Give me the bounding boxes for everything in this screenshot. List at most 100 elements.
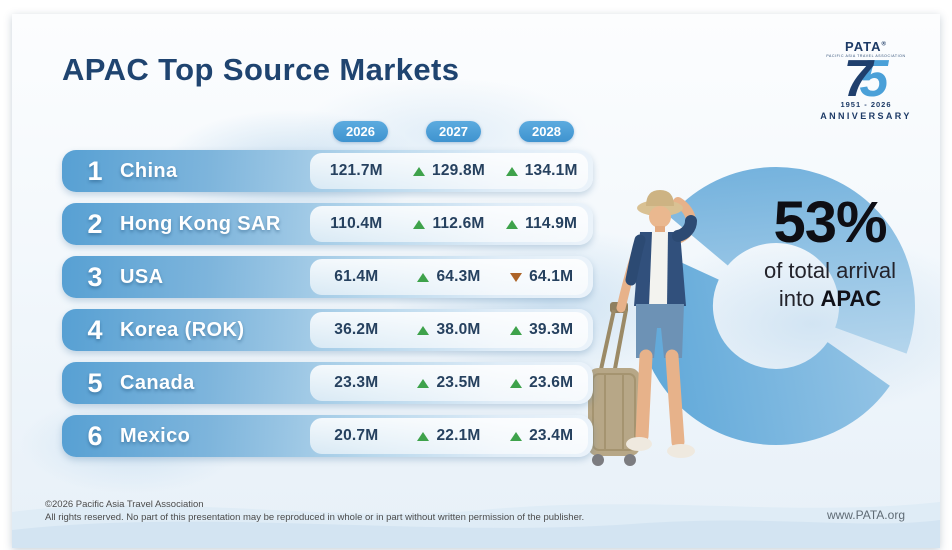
callout-line1: of total arrival bbox=[763, 258, 897, 283]
value-cell-2027: 38.0M bbox=[403, 321, 496, 339]
market-name: China bbox=[120, 159, 178, 182]
logo-digit-5: 5 bbox=[859, 50, 889, 108]
value-2028: 134.1M bbox=[524, 162, 578, 179]
logo-digit-7: 7 bbox=[843, 50, 873, 108]
rank-number: 2 bbox=[87, 208, 103, 239]
logo-years-range: 1951 - 2026 bbox=[840, 99, 892, 109]
value-cell-2027: 64.3M bbox=[403, 268, 496, 286]
value-2027: 129.8M bbox=[432, 162, 485, 179]
trend-up-icon bbox=[505, 166, 518, 176]
market-table: 1 China 121.7M 129.8M 134.1M 2 Hong Kong… bbox=[62, 150, 593, 468]
value-2026: 121.7M bbox=[329, 162, 383, 179]
market-name: USA bbox=[120, 265, 164, 288]
value-cell-2027: 23.5M bbox=[403, 374, 496, 392]
registered-mark: ® bbox=[881, 41, 887, 48]
trend-up-icon bbox=[506, 219, 519, 229]
table-row: 5 Canada 23.3M 23.5M 23.6M bbox=[62, 362, 593, 404]
footer-website: www.PATA.org bbox=[826, 508, 905, 522]
market-name: Canada bbox=[120, 371, 195, 394]
logo-tagline: PACIFIC ASIA TRAVEL ASSOCIATION bbox=[826, 54, 906, 58]
value-2028: 39.3M bbox=[529, 321, 574, 338]
rank-number: 4 bbox=[87, 314, 103, 345]
trend-up-icon bbox=[510, 325, 523, 335]
trend-up-icon bbox=[417, 272, 430, 282]
figure-graphic bbox=[616, 190, 697, 458]
trend-up-icon bbox=[413, 219, 426, 229]
rank-number: 1 bbox=[87, 155, 103, 186]
value-cell-2026: 36.2M bbox=[310, 321, 403, 339]
value-cell-2028: 23.6M bbox=[495, 374, 588, 392]
value-cell-2026: 20.7M bbox=[310, 427, 403, 445]
trend-up-icon bbox=[510, 378, 523, 388]
logo-75: 75 bbox=[818, 53, 914, 105]
value-cell-2026: 110.4M bbox=[310, 215, 403, 233]
value-cell-2027: 22.1M bbox=[403, 427, 496, 445]
logo-anniversary-label: ANNIVERSARY bbox=[820, 110, 912, 121]
rank-number: 5 bbox=[87, 367, 103, 398]
table-row: 2 Hong Kong SAR 110.4M 112.6M 114.9M bbox=[62, 203, 593, 245]
callout-line2: into APAC bbox=[742, 286, 918, 312]
value-2027: 22.1M bbox=[436, 427, 481, 444]
callout-line2-prefix: into bbox=[778, 286, 821, 311]
table-row: 4 Korea (ROK) 36.2M 38.0M 39.3M bbox=[62, 309, 593, 351]
value-cell-2028: 39.3M bbox=[495, 321, 588, 339]
value-2028: 23.4M bbox=[529, 427, 574, 444]
value-cell-2028: 64.1M bbox=[495, 268, 588, 286]
year-pill-2027: 2027 bbox=[426, 121, 481, 142]
value-2028: 23.6M bbox=[529, 374, 574, 391]
values-panel: 121.7M 129.8M 134.1M bbox=[310, 153, 588, 189]
traveler-photo bbox=[588, 190, 697, 466]
value-2026: 23.3M bbox=[334, 374, 379, 391]
values-panel: 20.7M 22.1M 23.4M bbox=[310, 418, 588, 454]
pata-75-logo: PATA® PACIFIC ASIA TRAVEL ASSOCIATION 75… bbox=[818, 40, 914, 121]
callout-line2-bold: APAC bbox=[820, 286, 882, 311]
value-cell-2026: 23.3M bbox=[310, 374, 403, 392]
value-2026: 61.4M bbox=[334, 268, 379, 285]
value-cell-2028: 134.1M bbox=[495, 162, 588, 180]
market-name: Hong Kong SAR bbox=[120, 212, 281, 235]
rank-number: 3 bbox=[87, 261, 103, 292]
value-cell-2028: 23.4M bbox=[495, 427, 588, 445]
value-cell-2027: 112.6M bbox=[403, 215, 496, 233]
value-2027: 23.5M bbox=[436, 374, 481, 391]
market-name: Mexico bbox=[120, 424, 191, 447]
table-row: 3 USA 61.4M 64.3M 64.1M bbox=[62, 256, 593, 298]
trend-down-icon bbox=[510, 272, 523, 282]
trend-up-icon bbox=[417, 325, 430, 335]
value-2028: 114.9M bbox=[525, 215, 578, 232]
value-2026: 110.4M bbox=[330, 215, 383, 232]
arrival-share-callout: 53% of total arrival into APAC bbox=[742, 194, 918, 312]
trend-up-icon bbox=[417, 431, 430, 441]
value-cell-2028: 114.9M bbox=[495, 215, 588, 233]
footer-copyright: ©2026 Pacific Asia Travel Association bbox=[45, 499, 204, 510]
values-panel: 61.4M 64.3M 64.1M bbox=[310, 259, 588, 295]
value-cell-2027: 129.8M bbox=[403, 162, 496, 180]
value-2027: 64.3M bbox=[436, 268, 481, 285]
pata-wordmark: PATA® bbox=[845, 39, 887, 54]
page-title: APAC Top Source Markets bbox=[62, 52, 460, 87]
year-header-row: 2026 2027 2028 bbox=[314, 121, 593, 142]
values-panel: 36.2M 38.0M 39.3M bbox=[310, 312, 588, 348]
suitcase-graphic bbox=[588, 302, 640, 466]
year-pill-2026: 2026 bbox=[333, 121, 388, 142]
value-cell-2026: 61.4M bbox=[310, 268, 403, 286]
year-pill-2028: 2028 bbox=[519, 121, 574, 142]
value-2026: 20.7M bbox=[334, 427, 379, 444]
trend-up-icon bbox=[413, 166, 426, 176]
trend-up-icon bbox=[417, 378, 430, 388]
value-2027: 112.6M bbox=[432, 215, 485, 232]
value-2026: 36.2M bbox=[334, 321, 379, 338]
footer-rights-notice: All rights reserved. No part of this pre… bbox=[45, 512, 585, 523]
percent-value: 53% bbox=[773, 190, 887, 255]
table-row: 6 Mexico 20.7M 22.1M 23.4M bbox=[62, 415, 593, 457]
market-name: Korea (ROK) bbox=[120, 318, 245, 341]
value-2027: 38.0M bbox=[436, 321, 481, 338]
values-panel: 23.3M 23.5M 23.6M bbox=[310, 365, 588, 401]
trend-up-icon bbox=[510, 431, 523, 441]
value-2028: 64.1M bbox=[529, 268, 574, 285]
values-panel: 110.4M 112.6M 114.9M bbox=[310, 206, 588, 242]
value-cell-2026: 121.7M bbox=[310, 162, 403, 180]
donut-ring-graphic bbox=[637, 167, 915, 446]
table-row: 1 China 121.7M 129.8M 134.1M bbox=[62, 150, 593, 192]
